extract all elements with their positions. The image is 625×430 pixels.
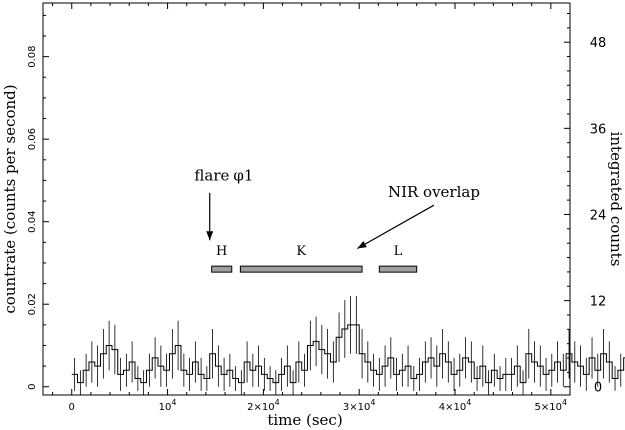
annotation-arrowhead-nir <box>357 241 367 249</box>
band-label-h: H <box>216 244 227 259</box>
y-axis-left-ticks: 0 0.02 0.04 0.06 0.08 <box>27 14 49 390</box>
y-left-tick-label: 0.02 <box>27 293 38 315</box>
band-label-k: K <box>296 244 306 259</box>
x-tick-label: 0 <box>69 402 75 413</box>
x-axis-title: time (sec) <box>267 411 342 429</box>
y-right-tick-label: 0 <box>594 381 602 396</box>
band-bar-h <box>211 265 233 273</box>
annotation-nir: NIR overlap <box>388 183 480 201</box>
x-axis-ticks: 0 104 2×104 3×104 4×104 5×104 <box>52 3 571 413</box>
annotation-arrowhead-flare <box>206 231 214 241</box>
y-axis-right-title: integrated counts <box>607 132 625 267</box>
y-right-tick-label: 48 <box>590 36 607 51</box>
y-axis-left-title: countrate (counts per second) <box>1 84 19 313</box>
y-right-tick-label: 36 <box>590 122 607 137</box>
countrate-step-series <box>71 324 625 384</box>
annotations: flare φ1 NIR overlap <box>194 166 480 250</box>
annotation-flare: flare φ1 <box>194 166 253 184</box>
y-left-tick-label: 0 <box>27 384 38 390</box>
error-bars <box>74 295 622 395</box>
x-tick-label: 4×104 <box>439 398 472 413</box>
y-right-tick-label: 12 <box>590 295 607 310</box>
y-left-tick-label: 0.04 <box>27 211 38 233</box>
plot-frame <box>42 2 571 396</box>
y-left-tick-label: 0.08 <box>27 46 38 68</box>
x-tick-label: 3×104 <box>343 398 376 413</box>
x-tick-label: 2×104 <box>247 398 280 413</box>
band-label-l: L <box>394 244 403 259</box>
y-left-tick-label: 0.06 <box>27 128 38 150</box>
x-tick-label: 104 <box>159 398 177 413</box>
band-bar-l <box>378 265 418 273</box>
annotation-arrow-nir <box>356 204 435 250</box>
y-axis-right-ticks: 0 12 24 36 48 <box>564 12 607 396</box>
x-tick-label: 5×104 <box>535 398 568 413</box>
band-bar-k <box>239 265 363 273</box>
y-right-tick-label: 24 <box>590 208 607 223</box>
